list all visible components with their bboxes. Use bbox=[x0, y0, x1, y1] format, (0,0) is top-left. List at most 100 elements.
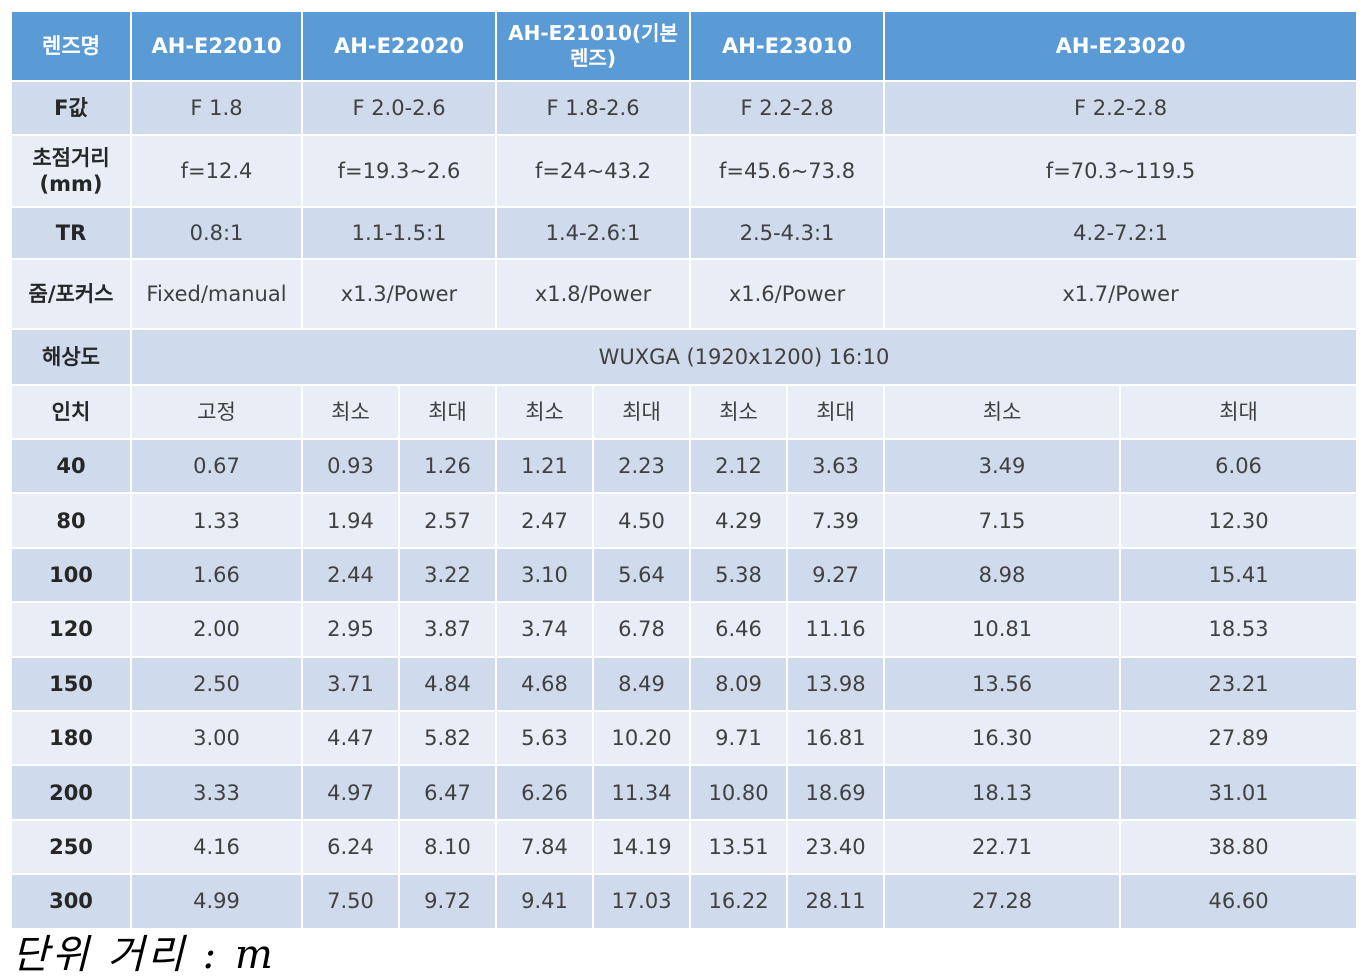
spec-cell: F 1.8 bbox=[130, 80, 303, 136]
inch-cell: 180 bbox=[10, 709, 132, 767]
spec-cell: f=19.3~2.6 bbox=[300, 134, 498, 208]
distance-cell: 8.09 bbox=[689, 655, 789, 712]
distance-cell: 46.60 bbox=[1119, 873, 1359, 930]
distance-cell: 3.63 bbox=[786, 437, 886, 495]
distance-cell: 4.16 bbox=[130, 818, 303, 876]
distance-cell: 8.98 bbox=[883, 546, 1122, 604]
row-label: 줌/포커스 bbox=[10, 258, 132, 330]
distance-cell: 16.81 bbox=[786, 709, 886, 767]
inch-cell: 200 bbox=[10, 764, 132, 821]
inch-cell: 40 bbox=[10, 437, 132, 495]
distance-cell: 31.01 bbox=[1119, 764, 1359, 821]
distance-cell: 3.87 bbox=[397, 601, 498, 658]
distance-cell: 9.72 bbox=[397, 873, 498, 930]
spec-cell: f=12.4 bbox=[130, 134, 303, 208]
distance-cell: 5.64 bbox=[592, 546, 692, 604]
subheader-cell: 최소 bbox=[495, 384, 595, 440]
spec-cell: f=45.6~73.8 bbox=[689, 134, 886, 208]
subheader-cell: 고정 bbox=[130, 384, 303, 440]
subheader-cell: 최대 bbox=[786, 384, 886, 440]
distance-cell: 2.57 bbox=[397, 492, 498, 549]
table-row: 250 4.16 6.24 8.10 7.84 14.19 13.51 23.40 22.71 3… bbox=[10, 818, 1359, 876]
distance-cell: 4.29 bbox=[689, 492, 789, 549]
distance-cell: 3.10 bbox=[495, 546, 595, 604]
table-row: 40 0.67 0.93 1.26 1.21 2.23 2.12 3.63 3.49 6.06 bbox=[10, 437, 1359, 495]
distance-cell: 22.71 bbox=[883, 818, 1122, 876]
spec-cell: 4.2-7.2:1 bbox=[883, 206, 1359, 260]
distance-cell: 2.12 bbox=[689, 437, 789, 495]
distance-cell: 4.99 bbox=[130, 873, 303, 930]
distance-cell: 6.24 bbox=[301, 818, 400, 876]
spec-cell: x1.8/Power bbox=[495, 258, 692, 330]
table-row: 300 4.99 7.50 9.72 9.41 17.03 16.22 28.11 27.28 4… bbox=[10, 873, 1359, 930]
inch-cell: 120 bbox=[10, 601, 132, 658]
distance-cell: 2.50 bbox=[130, 655, 303, 712]
distance-cell: 5.82 bbox=[397, 709, 498, 767]
spec-cell: x1.6/Power bbox=[689, 258, 886, 330]
distance-cell: 13.56 bbox=[883, 655, 1122, 712]
spec-cell: x1.3/Power bbox=[300, 258, 498, 330]
distance-cell: 9.27 bbox=[786, 546, 886, 604]
inch-header: 인치 bbox=[10, 384, 132, 440]
distance-cell: 1.21 bbox=[495, 437, 595, 495]
distance-cell: 3.71 bbox=[301, 655, 400, 712]
spec-cell: F 2.2-2.8 bbox=[883, 80, 1359, 136]
spec-row-zoom-focus: 줌/포커스 Fixed/manual x1.3/Power x1.8/Power… bbox=[10, 258, 1359, 330]
distance-cell: 5.38 bbox=[689, 546, 789, 604]
table-row: 80 1.33 1.94 2.57 2.47 4.50 4.29 7.39 7.15 12.30 bbox=[10, 492, 1359, 549]
distance-cell: 2.00 bbox=[130, 601, 303, 658]
spec-cell: F 2.2-2.8 bbox=[689, 80, 886, 136]
table-row: 120 2.00 2.95 3.87 3.74 6.78 6.46 11.16 10.81 18.… bbox=[10, 601, 1359, 658]
distance-cell: 4.68 bbox=[495, 655, 595, 712]
distance-cell: 27.28 bbox=[883, 873, 1122, 930]
lens-spec-table: 렌즈명 AH-E22010 AH-E22020 AH-E21010(기본렌즈) … bbox=[10, 10, 1359, 930]
spec-row-throw-ratio: TR 0.8:1 1.1-1.5:1 1.4-2.6:1 2.5-4.3:1 4… bbox=[10, 206, 1359, 260]
spec-cell: F 1.8-2.6 bbox=[495, 80, 692, 136]
spec-cell: 0.8:1 bbox=[130, 206, 303, 260]
distance-cell: 6.26 bbox=[495, 764, 595, 821]
distance-cell: 3.49 bbox=[883, 437, 1122, 495]
distance-cell: 2.47 bbox=[495, 492, 595, 549]
table-row: 150 2.50 3.71 4.84 4.68 8.49 8.09 13.98 13.56 23.… bbox=[10, 655, 1359, 712]
model-header: AH-E21010(기본렌즈) bbox=[495, 10, 692, 82]
spec-row-focal-length: 초점거리(mm) f=12.4 f=19.3~2.6 f=24~43.2 f=4… bbox=[10, 134, 1359, 208]
spec-row-f-value: F값 F 1.8 F 2.0-2.6 F 1.8-2.6 F 2.2-2.8 F… bbox=[10, 80, 1359, 136]
model-header: AH-E23010 bbox=[689, 10, 886, 82]
spec-cell: f=70.3~119.5 bbox=[883, 134, 1359, 208]
distance-cell: 23.40 bbox=[786, 818, 886, 876]
subheader-cell: 최소 bbox=[689, 384, 789, 440]
distance-cell: 16.30 bbox=[883, 709, 1122, 767]
distance-cell: 1.66 bbox=[130, 546, 303, 604]
row-label: 해상도 bbox=[10, 328, 132, 386]
distance-cell: 10.80 bbox=[689, 764, 789, 821]
distance-cell: 7.39 bbox=[786, 492, 886, 549]
distance-cell: 1.26 bbox=[397, 437, 498, 495]
inch-cell: 300 bbox=[10, 873, 132, 930]
distance-cell: 4.84 bbox=[397, 655, 498, 712]
distance-cell: 7.84 bbox=[495, 818, 595, 876]
distance-cell: 3.00 bbox=[130, 709, 303, 767]
spec-cell: F 2.0-2.6 bbox=[300, 80, 498, 136]
distance-cell: 4.47 bbox=[301, 709, 400, 767]
table-row: 200 3.33 4.97 6.47 6.26 11.34 10.80 18.69 18.13 3… bbox=[10, 764, 1359, 821]
distance-cell: 8.10 bbox=[397, 818, 498, 876]
resolution-cell: WUXGA (1920x1200) 16:10 bbox=[129, 328, 1359, 386]
distance-cell: 10.20 bbox=[592, 709, 692, 767]
distance-cell: 2.23 bbox=[592, 437, 692, 495]
distance-cell: 9.71 bbox=[689, 709, 789, 767]
unit-note: 단위 거리 : m bbox=[12, 932, 276, 978]
subheader-cell: 최소 bbox=[883, 384, 1122, 440]
distance-cell: 18.13 bbox=[883, 764, 1122, 821]
distance-cell: 0.93 bbox=[301, 437, 400, 495]
distance-cell: 3.74 bbox=[495, 601, 595, 658]
distance-cell: 1.33 bbox=[130, 492, 303, 549]
distance-cell: 16.22 bbox=[689, 873, 789, 930]
subheader-cell: 최대 bbox=[397, 384, 498, 440]
spec-cell: x1.7/Power bbox=[883, 258, 1359, 330]
inch-cell: 100 bbox=[10, 546, 132, 604]
distance-cell: 17.03 bbox=[592, 873, 692, 930]
distance-cell: 5.63 bbox=[495, 709, 595, 767]
distance-cell: 4.50 bbox=[592, 492, 692, 549]
distance-cell: 38.80 bbox=[1119, 818, 1359, 876]
inch-cell: 250 bbox=[10, 818, 132, 876]
